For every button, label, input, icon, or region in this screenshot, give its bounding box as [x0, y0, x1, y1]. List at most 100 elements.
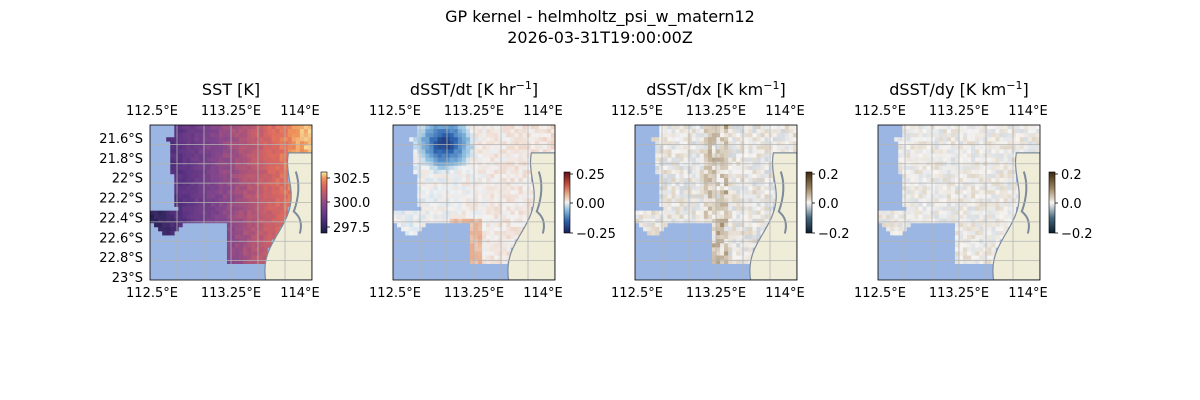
heatmap-cell [975, 157, 980, 163]
heatmap-cell [235, 259, 240, 264]
heatmap-cell [251, 247, 256, 252]
heatmap-cell [979, 133, 984, 138]
heatmap-cell [158, 222, 163, 228]
heatmap-cell [186, 165, 191, 171]
heatmap-cell [878, 210, 883, 216]
heatmap-cell [675, 129, 680, 134]
heatmap-cell [214, 218, 220, 224]
heatmap-cell [675, 125, 680, 130]
heatmap-cell [756, 214, 761, 220]
heatmap-cell [251, 145, 256, 150]
heatmap-cell [538, 137, 544, 142]
heatmap-cell [235, 231, 240, 236]
heatmap-cell [433, 202, 438, 207]
heatmap-cell [469, 243, 475, 248]
heatmap-cell [218, 125, 224, 130]
heatmap-cell [433, 194, 438, 199]
heatmap-cell [474, 182, 479, 187]
heatmap-cell [478, 149, 483, 154]
heatmap-cell [279, 210, 284, 216]
heatmap-cell [756, 210, 761, 216]
heatmap-cell [983, 214, 988, 220]
heatmap-cell [687, 137, 692, 142]
heatmap-cell [303, 145, 309, 150]
heatmap-cell [518, 153, 523, 158]
heatmap-cell [210, 182, 216, 187]
heatmap-cell [498, 141, 503, 146]
heatmap-cell [687, 210, 692, 216]
heatmap-cell [768, 169, 773, 175]
heatmap-cell [902, 178, 907, 183]
heatmap-cell [526, 182, 531, 187]
heatmap-cell [538, 129, 544, 134]
heatmap-cell [482, 125, 487, 130]
heatmap-cell [550, 137, 555, 142]
heatmap-cell [478, 243, 483, 248]
heatmap-cell [963, 145, 968, 150]
heatmap-cell [401, 222, 406, 228]
heatmap-cell [283, 178, 288, 183]
heatmap-cell [999, 169, 1004, 175]
heatmap-cell [768, 133, 773, 138]
map-frame [392, 124, 556, 281]
heatmap-cell [465, 129, 471, 134]
heatmap-cell [158, 210, 163, 216]
heatmap-cell [950, 145, 956, 150]
heatmap-cell [449, 182, 455, 187]
heatmap-cell [255, 182, 260, 187]
heatmap-cell [259, 173, 264, 179]
heatmap-cell [498, 247, 503, 252]
heatmap-cell [218, 178, 224, 183]
heatmap-cell [748, 202, 753, 207]
heatmap-cell [243, 194, 248, 199]
heatmap-cell [421, 141, 426, 146]
heatmap-cell [271, 214, 276, 220]
heatmap-cell [728, 178, 733, 183]
heatmap-cell [1011, 206, 1016, 211]
heatmap-cell [457, 178, 463, 183]
heatmap-cell [1023, 145, 1029, 150]
heatmap-cell [279, 194, 284, 199]
heatmap-cell [178, 133, 183, 138]
heatmap-cell [186, 145, 191, 150]
heatmap-cell [218, 145, 224, 150]
heatmap-cell [667, 165, 672, 171]
heatmap-cell [959, 214, 964, 220]
heatmap-cell [983, 133, 988, 138]
heatmap-cell [699, 145, 705, 150]
heatmap-cell [760, 165, 765, 171]
heatmap-cell [954, 129, 960, 134]
heatmap-cell [247, 153, 252, 158]
heatmap-cell [482, 210, 487, 216]
heatmap-cell [894, 222, 899, 228]
heatmap-cell [251, 202, 256, 207]
heatmap-cell [255, 198, 260, 203]
heatmap-cell [490, 133, 495, 138]
heatmap-cell [441, 157, 446, 163]
heatmap-cell [421, 214, 426, 220]
heatmap-cell [975, 222, 980, 228]
heatmap-cell [210, 153, 216, 158]
heatmap-cell [1015, 129, 1021, 134]
heatmap-cell [736, 218, 741, 224]
heatmap-cell [959, 149, 964, 154]
heatmap-cell [214, 129, 220, 134]
x-tick-label-top: 114°E [1008, 104, 1048, 119]
heatmap-cell [707, 141, 713, 146]
heatmap-cell [482, 251, 487, 256]
heatmap-cell [453, 145, 459, 150]
heatmap-cell [999, 190, 1004, 195]
heatmap-cell [967, 206, 972, 211]
heatmap-cell [655, 157, 660, 163]
y-tick-label: 22°S [112, 172, 143, 187]
heatmap-cell [498, 235, 503, 240]
heatmap-cell [498, 149, 503, 154]
heatmap-cell [482, 255, 487, 260]
x-tick-label-bottom: 114°E [523, 286, 563, 301]
heatmap-cell [162, 218, 167, 224]
heatmap-cell [736, 169, 741, 175]
heatmap-cell [1003, 214, 1008, 220]
heatmap-cell [707, 198, 713, 203]
heatmap-cell [882, 222, 887, 228]
heatmap-cell [514, 182, 519, 187]
